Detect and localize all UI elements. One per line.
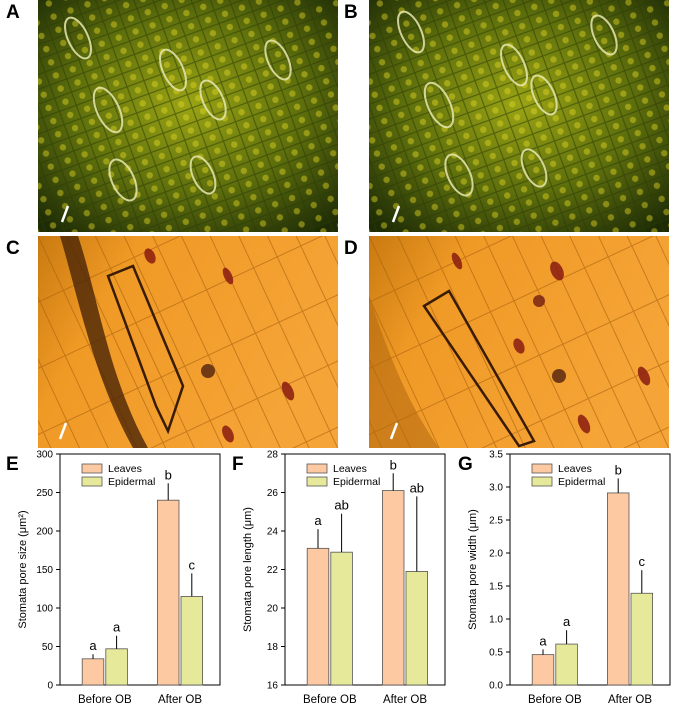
- chart-e-ytick-label: 200: [36, 527, 53, 538]
- chart-f-legend-swatch-leaves: [306, 463, 328, 474]
- chart-f-bar-leaves: [306, 547, 330, 686]
- chart-f-bar-epidermal: [330, 551, 353, 686]
- panel-label-d: D: [344, 238, 358, 259]
- chart-e-legend-label: Epidermal: [108, 476, 155, 488]
- chart-f-ytick-label: 28: [267, 450, 279, 461]
- chart-g-significance-letter: b: [615, 462, 622, 477]
- chart-g-frame: [509, 453, 671, 686]
- chart-e-bar-leaves: [81, 658, 105, 686]
- chart-g-ytick-label: 0.5: [489, 648, 503, 659]
- chart-e-legend-label: Leaves: [108, 463, 142, 475]
- micrograph-b: [369, 0, 669, 232]
- chart-f-ytick-label: 26: [267, 488, 279, 499]
- panel-label-f: F: [232, 454, 244, 475]
- chart-e-ylabel: Stomata pore size (μm²): [17, 510, 29, 628]
- panel-label-e: E: [6, 454, 19, 475]
- chart-e-ytick-label: 50: [42, 642, 54, 653]
- chart-g-ylabel: Stomata pore width (μm): [467, 509, 479, 630]
- chart-e-bar-epidermal: [105, 648, 128, 686]
- chart-f-significance-letter: b: [390, 457, 397, 472]
- chart-e-legend-swatch-epidermal: [81, 476, 103, 487]
- chart-f-ytick-label: 24: [267, 527, 279, 538]
- chart-f-significance-letter: a: [314, 513, 322, 528]
- chart-g-ytick-label: 0.0: [489, 681, 503, 692]
- chart-e-significance-letter: a: [89, 638, 97, 653]
- chart-f-legend-swatch-epidermal: [306, 476, 328, 487]
- chart-e-ytick-label: 0: [47, 681, 53, 692]
- chart-f-ytick-label: 18: [267, 642, 279, 653]
- panel-label-a: A: [6, 2, 20, 23]
- chart-f-xtick-label: After OB: [383, 694, 427, 706]
- chart-g-bar-leaves: [531, 654, 555, 686]
- chart-f-legend-label: Leaves: [333, 463, 367, 475]
- panel-label-c: C: [6, 238, 20, 259]
- micrograph-c: [38, 236, 338, 448]
- chart-g-ytick-label: 2.5: [489, 516, 503, 527]
- chart-e-ytick-label: 100: [36, 604, 53, 615]
- chart-e-significance-letter: a: [113, 620, 121, 635]
- chart-g-legend-label: Epidermal: [558, 476, 605, 488]
- chart-e-significance-letter: c: [189, 557, 196, 572]
- chart-e-ytick-label: 250: [36, 488, 53, 499]
- chart-g-legend-swatch-epidermal: [531, 476, 553, 487]
- chart-e-ytick-label: 300: [36, 450, 53, 461]
- chart-g-bar-epidermal: [630, 592, 654, 686]
- chart-g-bar-epidermal: [555, 643, 578, 686]
- chart-g-legend-label: Leaves: [558, 463, 592, 475]
- chart-e-xtick-label: After OB: [158, 694, 202, 706]
- panel-label-g: G: [458, 454, 473, 475]
- chart-f-significance-letter: ab: [334, 498, 348, 513]
- chart-e-xtick-label: Before OB: [78, 694, 132, 706]
- chart-f-xtick-label: Before OB: [303, 694, 357, 706]
- chart-f-bar-leaves: [381, 490, 405, 686]
- chart-f-ytick-label: 20: [267, 604, 279, 615]
- micrograph-d: [369, 236, 669, 448]
- chart-e-bar-epidermal: [180, 596, 204, 686]
- chart-f-significance-letter: ab: [410, 480, 424, 495]
- chart-f-ytick-label: 22: [267, 565, 279, 576]
- bar-charts: 0 50 100 150 200 250 300 Stomata pore size (μm²…: [17, 450, 671, 706]
- chart-g-ytick-label: 3.5: [489, 450, 503, 461]
- chart-e-ytick-label: 150: [36, 565, 53, 576]
- chart-g-ytick-label: 3.0: [489, 483, 503, 494]
- chart-e-significance-letter: b: [165, 467, 172, 482]
- chart-g-significance-letter: a: [563, 614, 571, 629]
- chart-g-legend-swatch-leaves: [531, 463, 553, 474]
- chart-e-legend-swatch-leaves: [81, 463, 103, 474]
- chart-g-ytick-label: 1.5: [489, 582, 503, 593]
- chart-e-bar-leaves: [156, 499, 180, 686]
- chart-g-xtick-label: After OB: [608, 694, 652, 706]
- micrograph-a: [38, 0, 338, 232]
- panel-label-b: B: [344, 2, 358, 23]
- chart-g-ytick-label: 1.0: [489, 615, 503, 626]
- chart-f-ytick-label: 16: [267, 681, 279, 692]
- chart-f-legend-label: Epidermal: [333, 476, 380, 488]
- chart-f-ylabel: Stomata pore length (μm): [242, 507, 254, 632]
- chart-g-significance-letter: a: [539, 633, 547, 648]
- chart-g-xtick-label: Before OB: [528, 694, 582, 706]
- chart-g-bar-leaves: [607, 492, 630, 686]
- chart-f-bar-epidermal: [405, 571, 429, 686]
- chart-g-ytick-label: 2.0: [489, 549, 503, 560]
- chart-g-significance-letter: c: [639, 554, 646, 569]
